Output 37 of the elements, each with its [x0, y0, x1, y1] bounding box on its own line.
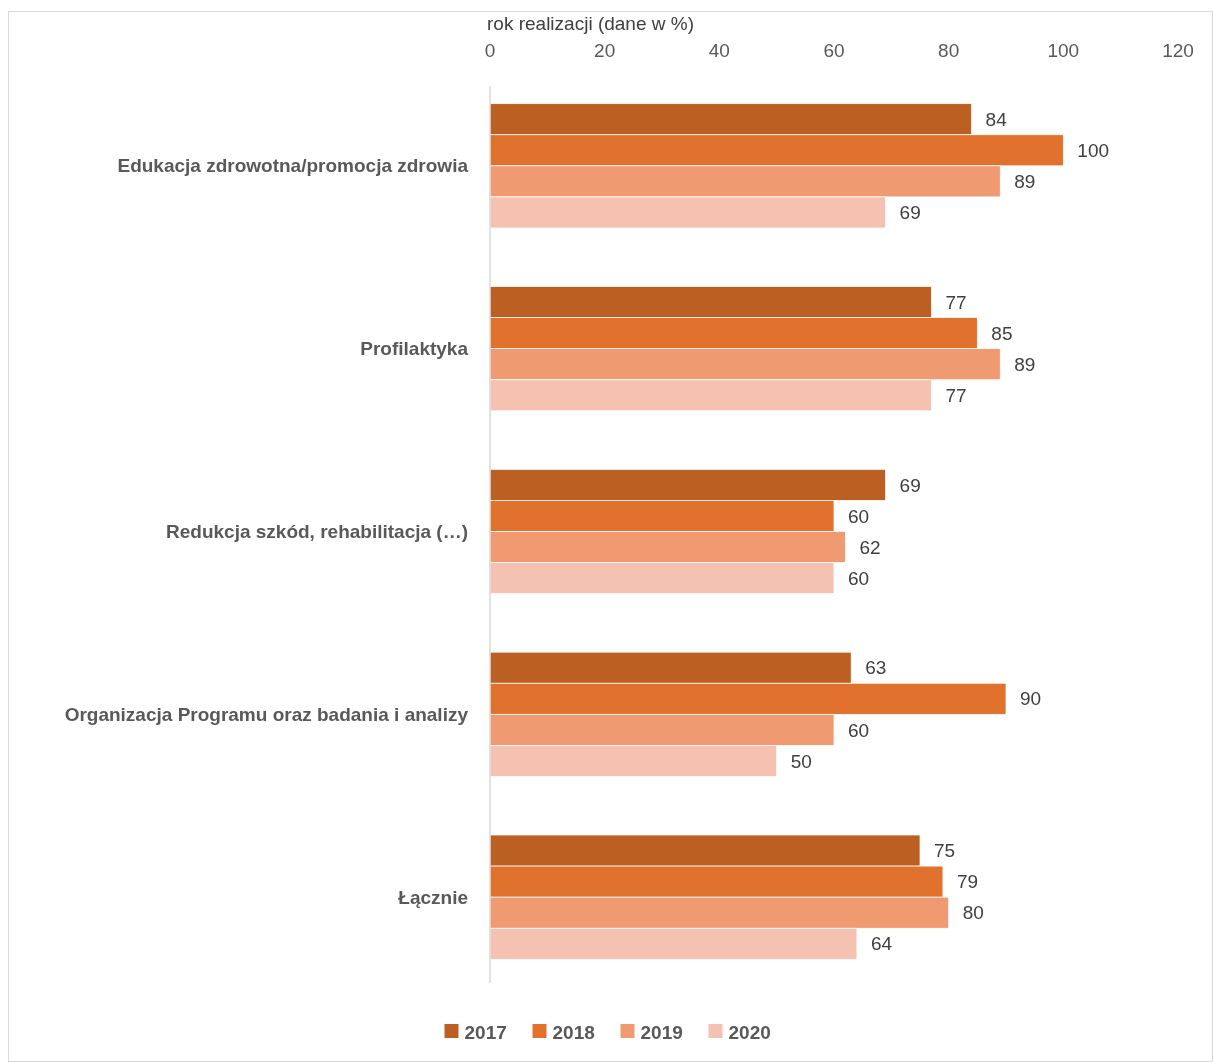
legend-label: 2018 [552, 1021, 595, 1043]
legend-label: 2019 [640, 1021, 683, 1043]
data-label: 60 [848, 505, 870, 527]
y-tick-label: Łącznie [398, 886, 468, 908]
data-label: 80 [962, 902, 984, 924]
data-label: 84 [985, 108, 1008, 130]
data-label: 69 [899, 474, 921, 496]
y-tick-label: Redukcja szkód, rehabilitacja (…) [166, 521, 468, 543]
y-tick-label: Profilaktyka [360, 338, 469, 360]
x-tick-label: 80 [938, 39, 960, 61]
data-label: 50 [790, 750, 812, 772]
data-label: 75 [934, 840, 956, 862]
x-tick-label: 40 [708, 39, 730, 61]
data-label: 90 [1020, 688, 1042, 710]
data-label: 77 [945, 291, 967, 313]
x-tick-label: 0 [484, 39, 496, 61]
data-label: 100 [1077, 139, 1110, 161]
data-label: 79 [956, 871, 979, 893]
data-label: 60 [848, 719, 870, 741]
data-label: 89 [1014, 353, 1036, 375]
data-label: 89 [1014, 171, 1036, 193]
legend-label: 2020 [728, 1021, 771, 1043]
data-label: 63 [865, 657, 887, 679]
data-label: 62 [859, 536, 881, 558]
x-tick-label: 60 [823, 39, 845, 61]
x-tick-label: 120 [1162, 39, 1194, 61]
data-label: 85 [991, 322, 1013, 344]
data-label: 60 [848, 567, 870, 589]
y-tick-label: Edukacja zdrowotna/promocja zdrowia [117, 155, 469, 177]
data-label: 69 [899, 202, 921, 224]
x-tick-label: 100 [1047, 39, 1080, 61]
chart-title: rok realizacji (dane w %) [487, 13, 694, 34]
legend-label: 2017 [464, 1021, 507, 1043]
x-tick-label: 20 [594, 39, 616, 61]
y-tick-label: Organizacja Programu oraz badania i analizy [64, 703, 469, 725]
data-label: 64 [870, 933, 893, 955]
data-label: 77 [945, 384, 967, 406]
